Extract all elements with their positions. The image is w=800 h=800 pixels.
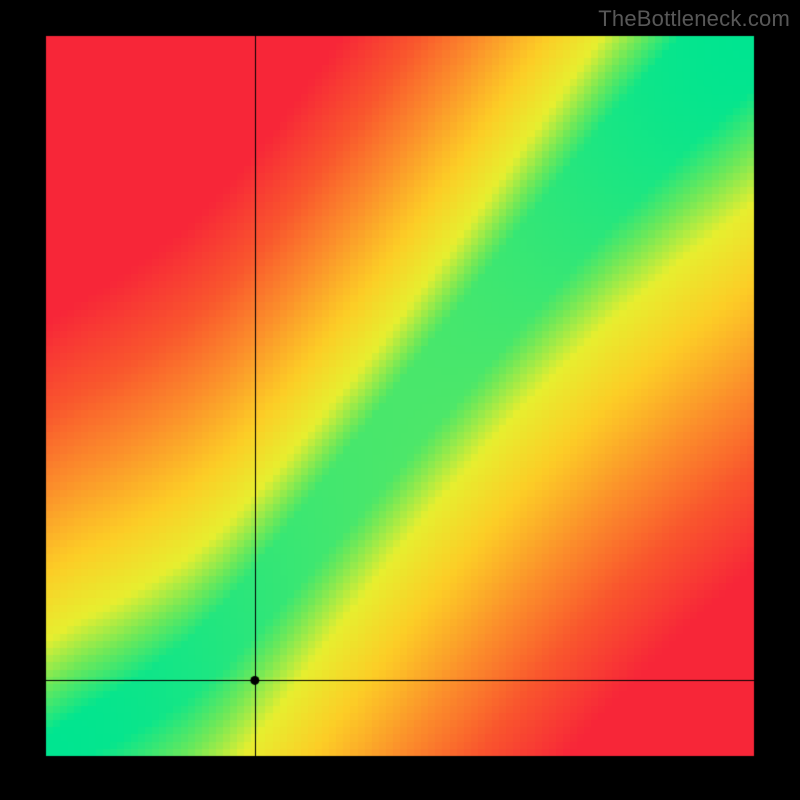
bottleneck-heatmap: [0, 0, 800, 800]
chart-container: TheBottleneck.com: [0, 0, 800, 800]
attribution-text: TheBottleneck.com: [598, 6, 790, 32]
